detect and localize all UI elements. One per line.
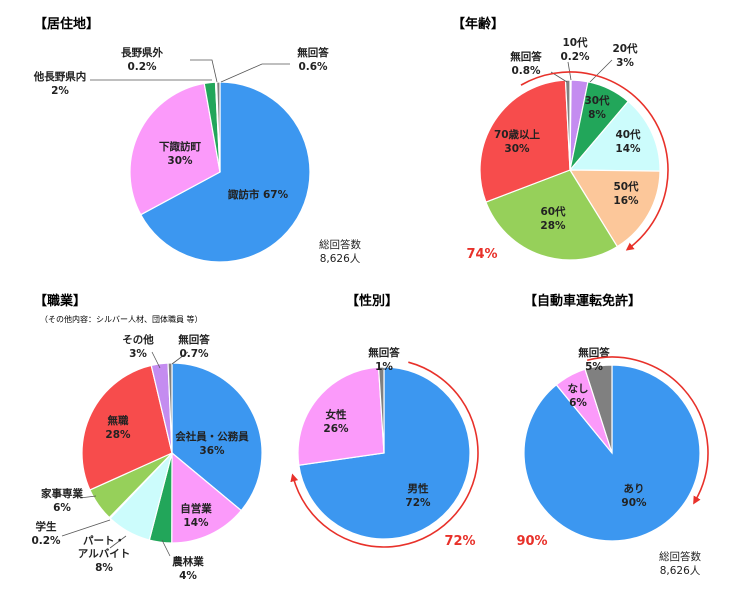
pie-slice: [171, 451, 243, 544]
slice-label: その他: [122, 333, 154, 346]
slice-percent: 6%: [569, 397, 587, 409]
slice-percent: 14%: [615, 143, 641, 155]
slice-percent: 0.2%: [31, 535, 61, 547]
slice-label: 無回答: [178, 333, 210, 346]
pie-slice: [215, 81, 221, 173]
slice-percent: 28%: [540, 220, 566, 232]
pie-slice: [479, 79, 571, 203]
total-label: 総回答数: [659, 550, 701, 563]
pie-slice: [485, 169, 619, 261]
pie-slice: [167, 362, 173, 454]
slice-percent: 3%: [129, 348, 147, 360]
chart-title: 【自動車運転免許】: [524, 293, 641, 309]
slice-label: 無回答: [297, 46, 329, 59]
pie-slice: [584, 364, 613, 454]
pie-slice: [81, 364, 173, 491]
pie-slice: [568, 169, 661, 248]
slice-percent: 0.2%: [560, 51, 590, 63]
slice-percent: 5%: [585, 361, 603, 373]
slice-label: 家事専業: [41, 487, 83, 500]
slice-percent: 8%: [588, 109, 606, 121]
slice-percent: 26%: [323, 423, 349, 435]
annotation-arc: [520, 71, 669, 251]
leader-line: [151, 351, 161, 369]
slice-percent: 2%: [51, 85, 69, 97]
annotation-value: 72%: [444, 534, 475, 549]
leader-line: [589, 59, 613, 83]
slice-percent: 8%: [95, 562, 113, 574]
slice-label: 自営業: [180, 502, 212, 515]
slice-label: 長野県外: [121, 46, 163, 59]
slice-label: 40代: [615, 128, 641, 141]
slice-percent: 1%: [375, 361, 393, 373]
chart-title: 【年齢】: [452, 16, 504, 32]
slice-percent: 72%: [405, 497, 431, 509]
leader-line: [220, 63, 290, 83]
slice-label: パート・アルバイト: [78, 535, 130, 560]
chart-title: 【居住地】: [34, 16, 99, 32]
slice-label: 男性: [408, 482, 429, 495]
slice-label: 30代: [584, 94, 610, 107]
slice-label: 他長野県内: [33, 70, 87, 83]
slice-percent: 16%: [613, 195, 639, 207]
total-value: 8,626人: [660, 565, 701, 577]
slice-label: 10代: [562, 36, 588, 49]
chart-title: 【性別】: [346, 293, 398, 309]
slice-label: あり: [624, 482, 645, 495]
leader-line: [567, 61, 572, 81]
pie-slice: [129, 82, 221, 216]
slice-label: 60代: [540, 205, 566, 218]
pie-slice: [171, 362, 263, 512]
leader-line: [171, 351, 189, 365]
slice-percent: 3%: [616, 57, 634, 69]
slice-percent: 0.6%: [298, 61, 328, 73]
slice-label: なし: [568, 383, 589, 395]
slice-label: 農林業: [172, 555, 204, 568]
slice-percent: 14%: [183, 517, 209, 529]
slice-percent: 0.7%: [179, 348, 209, 360]
slice-percent: 30%: [504, 143, 530, 155]
slice-label: 会社員・公務員: [175, 430, 249, 443]
slice-label: 70歳以上: [494, 128, 541, 141]
annotation-value: 90%: [516, 534, 547, 549]
slice-percent: 36%: [199, 445, 225, 457]
pie-slice: [377, 366, 385, 454]
leader-line: [79, 495, 97, 499]
slice-percent: 4%: [179, 570, 197, 582]
slice-percent: 0.8%: [511, 65, 541, 77]
pie-slice: [139, 81, 311, 263]
chart-title: 【職業】: [34, 293, 86, 309]
slice-label: 下諏訪町: [159, 140, 201, 153]
slice-label: 20代: [612, 42, 638, 55]
slice-label: 諏訪市 67%: [228, 188, 289, 201]
slice-percent: 30%: [167, 155, 193, 167]
slice-label: 女性: [326, 408, 347, 421]
slice-percent: 90%: [621, 497, 647, 509]
total-label: 総回答数: [319, 238, 361, 251]
chart-note: （その他内容：シルバー人材、団体職員 等）: [40, 314, 203, 324]
annotation-arc: [586, 356, 709, 505]
slice-label: 無回答: [578, 346, 610, 359]
slice-label: 無職: [108, 414, 129, 427]
pie-slice: [568, 100, 661, 172]
slice-percent: 6%: [53, 502, 71, 514]
leader-line: [109, 535, 127, 549]
slice-percent: 28%: [105, 429, 131, 441]
pie-slice: [564, 79, 571, 171]
leader-line: [61, 519, 111, 537]
slice-label: 50代: [613, 180, 639, 193]
leader-line: [190, 59, 218, 83]
slice-label: 無回答: [368, 346, 400, 359]
leader-line: [161, 539, 171, 557]
total-value: 8,626人: [320, 253, 361, 265]
slice-label: 無回答: [510, 50, 542, 63]
slice-label: 学生: [36, 520, 57, 533]
annotation-value: 74%: [466, 247, 497, 262]
slice-percent: 0.2%: [127, 61, 157, 73]
annotation-arc: [290, 361, 479, 548]
pie-slice: [297, 366, 385, 466]
leader-line: [597, 367, 602, 371]
